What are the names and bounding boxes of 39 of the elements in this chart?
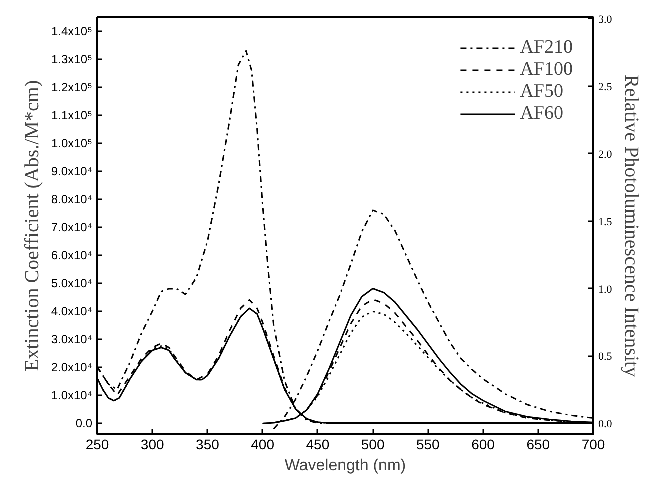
x-tick-label: 650 [526, 436, 550, 452]
y-tick-label: 1.0x10⁵ [51, 136, 93, 150]
y-axis-title: Extinction Coefficient (Abs./M*cm) [21, 80, 44, 372]
x-tick-label: 250 [86, 436, 110, 452]
y-tick-label: 0.0 [76, 416, 93, 430]
y2-tick-label: 0.0 [598, 418, 613, 431]
x-tick-label: 700 [582, 436, 606, 452]
y-tick-label: 2.0x10⁴ [51, 360, 92, 374]
legend-label: AF50 [520, 81, 564, 103]
x-tick-label: 300 [140, 436, 165, 452]
y-tick-label: 1.0x10⁴ [51, 388, 92, 402]
x-tick-label: 500 [361, 436, 385, 452]
y2-tick-label: 1.0 [598, 284, 613, 296]
y-tick-label: 1.1x10⁵ [51, 108, 93, 122]
x-tick-label: 400 [251, 436, 275, 452]
y-tick-label: 1.2x10⁵ [51, 80, 93, 94]
y2-tick-label: 0.5 [598, 351, 613, 364]
y-tick-label: 1.4x10⁵ [51, 24, 93, 38]
x-tick-label: 550 [416, 436, 440, 452]
y-tick-label: 1.3x10⁵ [51, 52, 93, 66]
y-tick-label: 7.0x10⁴ [51, 220, 92, 234]
y-tick-label: 3.0x10⁴ [51, 332, 92, 346]
x-tick-label: 600 [472, 436, 496, 452]
legend-label: AF210 [520, 37, 573, 59]
y-tick-label: 4.0x10⁴ [51, 304, 92, 318]
y2-tick-label: 2.0 [598, 148, 613, 161]
legend-label: AF60 [520, 103, 564, 125]
x-tick-label: 450 [306, 436, 330, 452]
x-tick-label: 350 [196, 436, 220, 452]
y2-tick-label: 1.5 [598, 216, 613, 228]
legend-label: AF100 [520, 59, 573, 81]
y-tick-label: 6.0x10⁴ [51, 248, 92, 262]
y2-tick-label: 2.5 [598, 81, 613, 94]
y-tick-label: 5.0x10⁴ [51, 276, 92, 290]
y2-axis-title: Relative Photoluminescence Intensity [620, 74, 642, 378]
y-tick-label: 8.0x10⁴ [51, 192, 92, 206]
y2-tick-label: 3.0 [598, 14, 613, 26]
y-tick-label: 9.0x10⁴ [51, 164, 92, 178]
x-axis-title: Wavelength (nm) [284, 458, 406, 474]
